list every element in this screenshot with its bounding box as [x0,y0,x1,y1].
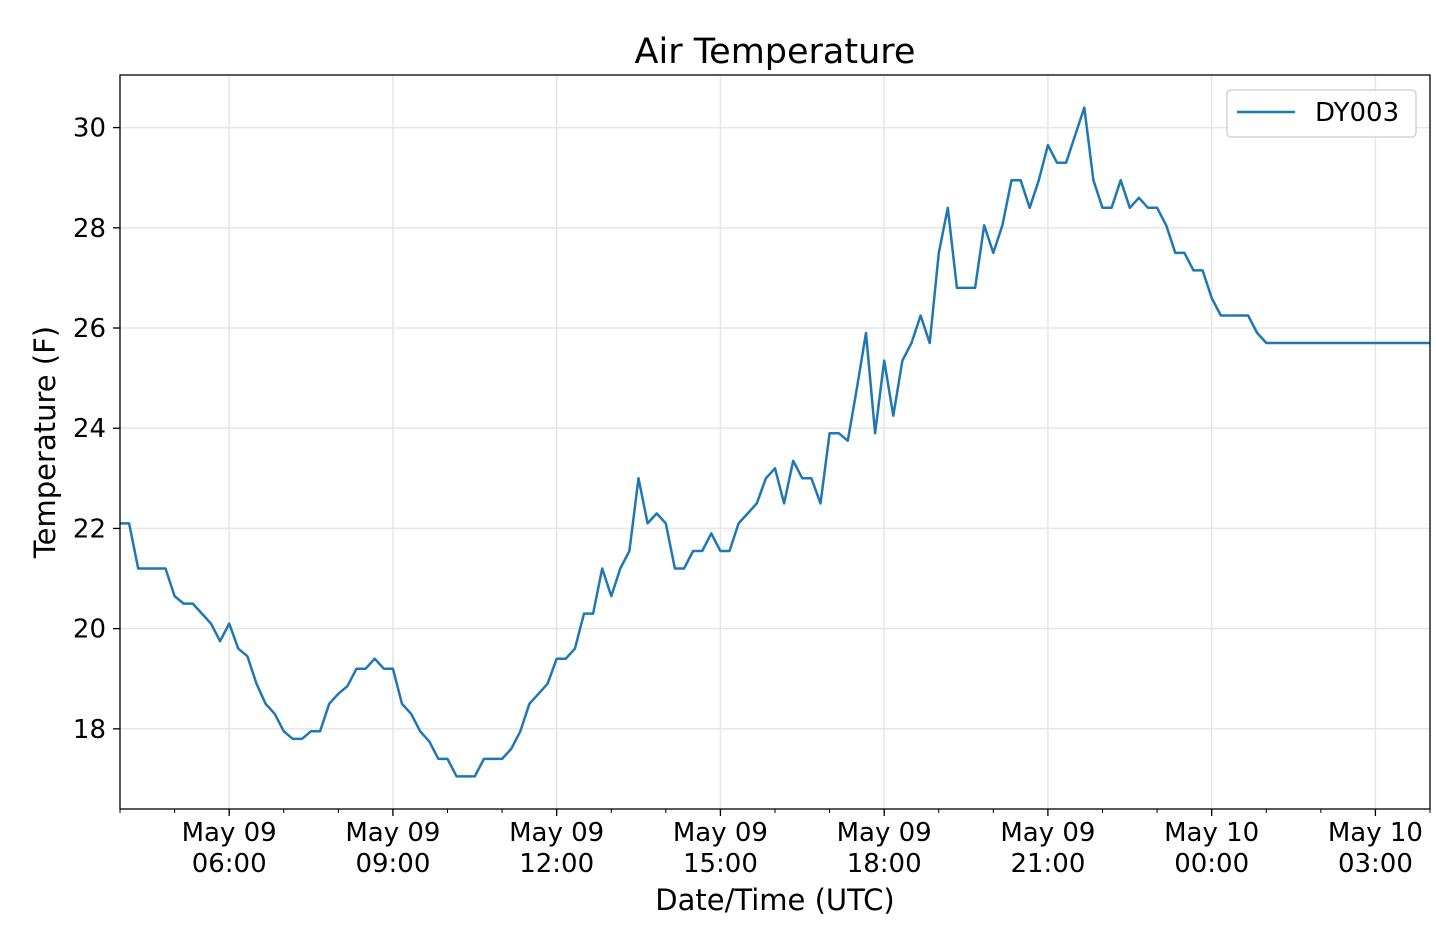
y-axis: 18 20 22 24 26 28 30 [73,114,120,745]
legend: DY003 [1226,89,1417,138]
x-tick-label-time: 21:00 [1010,849,1085,879]
x-tick-label-date: May 09 [1000,818,1095,848]
y-tick-label: 26 [73,314,106,344]
x-tick-label-time: 18:00 [847,849,922,879]
series-layer [120,106,1430,778]
x-tick-label-date: May 10 [1164,818,1259,848]
x-tick-label-date: May 10 [1328,818,1423,848]
x-tick-label-time: 12:00 [519,849,594,879]
grid [120,75,1430,809]
y-axis-label: Temperature (F) [28,326,62,559]
y-tick-label: 28 [73,214,106,244]
y-tick-label: 18 [73,715,106,745]
x-tick-label-time: 06:00 [192,849,267,879]
y-tick-label: 20 [73,615,106,645]
x-tick-label-date: May 09 [673,818,768,848]
y-tick-label: 22 [73,514,106,544]
x-tick-label-time: 03:00 [1338,849,1413,879]
x-tick-label-time: 15:00 [683,849,758,879]
x-tick-label-date: May 09 [345,818,440,848]
legend-box [1226,89,1417,138]
y-tick-label: 30 [73,114,106,144]
x-tick-label-date: May 09 [182,818,277,848]
x-tick-label-time: 09:00 [355,849,430,879]
x-tick-label-date: May 09 [509,818,604,848]
legend-label-dy003: DY003 [1315,98,1399,128]
chart-title: Air Temperature [635,32,916,72]
x-tick-label-date: May 09 [837,818,932,848]
plot-frame [119,74,1431,810]
x-tick-label-time: 00:00 [1174,849,1249,879]
x-axis-label: Date/Time (UTC) [655,883,894,917]
series-line-dy003 [120,106,1430,778]
y-tick-label: 24 [73,414,106,444]
